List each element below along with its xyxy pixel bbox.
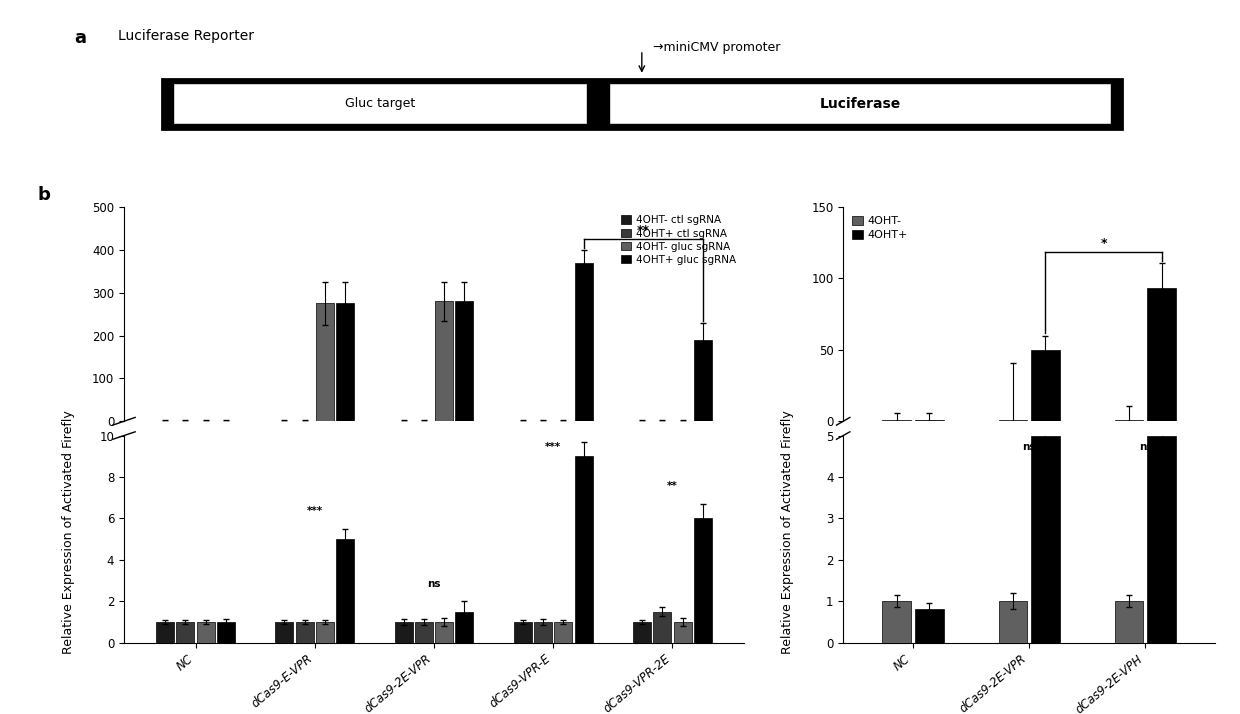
Text: Relative Expression of Activated Firefly: Relative Expression of Activated Firefly xyxy=(62,410,74,654)
Text: b: b xyxy=(37,186,50,203)
Bar xyxy=(275,622,294,643)
Bar xyxy=(316,303,334,421)
Bar xyxy=(653,611,671,643)
Text: ns: ns xyxy=(1138,442,1152,452)
Bar xyxy=(915,610,944,643)
Bar xyxy=(336,539,355,643)
Bar xyxy=(634,622,651,643)
Bar xyxy=(316,622,334,643)
Text: a: a xyxy=(74,29,87,46)
Bar xyxy=(1032,350,1060,421)
Bar xyxy=(172,83,588,124)
Bar xyxy=(534,622,552,643)
Bar xyxy=(161,79,1122,129)
Bar xyxy=(998,601,1027,643)
Bar xyxy=(455,611,474,643)
Bar xyxy=(217,622,234,643)
Bar xyxy=(998,420,1027,421)
Bar xyxy=(415,622,433,643)
Text: ns: ns xyxy=(1023,442,1035,452)
Bar xyxy=(915,420,944,421)
Bar xyxy=(554,622,573,643)
Bar xyxy=(156,622,174,643)
Bar xyxy=(394,622,413,643)
Bar xyxy=(295,622,314,643)
Bar xyxy=(673,622,692,643)
Bar xyxy=(574,263,593,421)
Bar xyxy=(1147,436,1176,643)
Bar xyxy=(435,301,453,421)
Text: Luciferase Reporter: Luciferase Reporter xyxy=(118,29,254,43)
Text: →miniCMV promoter: →miniCMV promoter xyxy=(652,41,780,54)
Bar xyxy=(336,303,355,421)
Text: Gluc target: Gluc target xyxy=(345,97,415,110)
Text: *: * xyxy=(1100,237,1107,250)
Bar xyxy=(694,340,712,421)
Bar xyxy=(435,622,453,643)
Text: Luciferase: Luciferase xyxy=(820,96,900,111)
Text: ns: ns xyxy=(428,579,440,589)
Bar xyxy=(176,622,195,643)
Bar xyxy=(513,622,532,643)
Bar xyxy=(883,601,911,643)
Bar xyxy=(455,301,474,421)
Bar xyxy=(1032,436,1060,643)
Legend: 4OHT- ctl sgRNA, 4OHT+ ctl sgRNA, 4OHT- gluc sgRNA, 4OHT+ gluc sgRNA: 4OHT- ctl sgRNA, 4OHT+ ctl sgRNA, 4OHT- … xyxy=(618,212,739,268)
Bar xyxy=(1115,420,1143,421)
Bar xyxy=(574,456,593,643)
Bar xyxy=(694,518,712,643)
Bar xyxy=(883,420,911,421)
Text: **: ** xyxy=(637,224,650,237)
Text: ***: *** xyxy=(546,442,562,452)
Legend: 4OHT-, 4OHT+: 4OHT-, 4OHT+ xyxy=(848,213,911,243)
Bar xyxy=(197,622,215,643)
Text: Relative Expression of Activated Firefly: Relative Expression of Activated Firefly xyxy=(781,410,794,654)
Bar xyxy=(1115,601,1143,643)
Bar xyxy=(609,83,1111,124)
Bar xyxy=(1147,288,1176,421)
Text: ***: *** xyxy=(306,506,322,516)
Text: **: ** xyxy=(667,481,678,491)
